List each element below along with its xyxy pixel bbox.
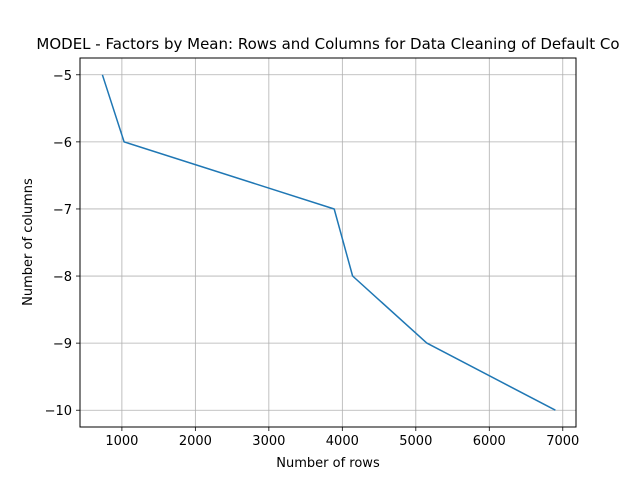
y-tick-label: −8: [53, 270, 72, 285]
x-tick-label: 6000: [473, 434, 506, 449]
tick-layer: 1000 2000 3000 4000 5000 6000 7000 −5 −6 −7 −8 −9 −1…: [45, 69, 580, 449]
x-tick-label: 5000: [399, 434, 432, 449]
x-tick-label: 3000: [252, 434, 285, 449]
series-layer: [101, 74, 556, 411]
y-tick-label: −10: [45, 404, 72, 419]
x-tick-label: 4000: [326, 434, 359, 449]
y-axis-label: Number of columns: [21, 178, 36, 306]
chart-title: MODEL - Factors by Mean: Rows and Column…: [36, 35, 619, 53]
x-tick-label: 1000: [105, 434, 138, 449]
y-tick-label: −5: [53, 69, 72, 84]
y-tick-label: −7: [53, 203, 72, 218]
series-line: [101, 74, 556, 411]
x-tick-label: 2000: [179, 434, 212, 449]
y-tick-label: −9: [53, 337, 72, 352]
plot-frame: [79, 57, 577, 428]
grid-lines: [80, 58, 576, 427]
x-tick-label: 7000: [546, 434, 579, 449]
x-axis-label: Number of rows: [276, 456, 380, 471]
y-tick-label: −6: [53, 136, 72, 151]
